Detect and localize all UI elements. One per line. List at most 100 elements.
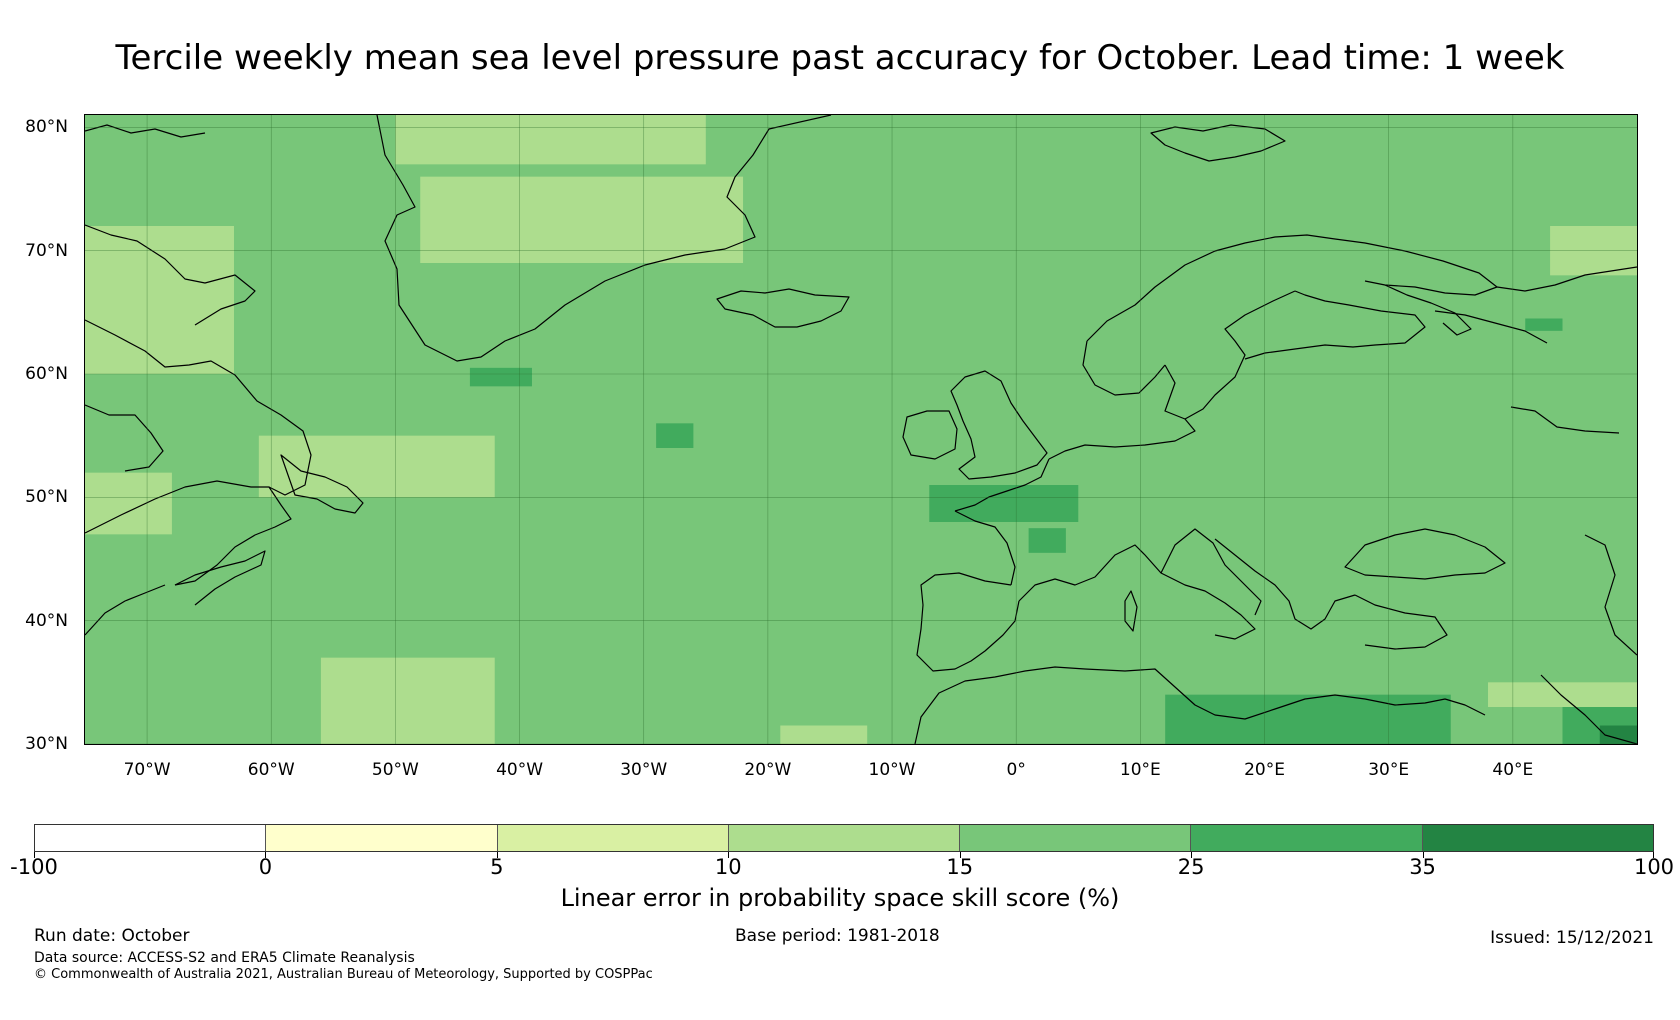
coastline-great-britain (950, 370, 1048, 480)
lon-label: 0° (1006, 760, 1026, 780)
colorbar-tick (265, 852, 267, 858)
colorbar-tick-label: 10 (714, 855, 742, 879)
colorbar-tick-label: 100 (1633, 855, 1675, 879)
map-title: Tercile weekly mean sea level pressure p… (115, 38, 1565, 78)
coastline-hudson (85, 404, 164, 472)
skill-region-0 (85, 226, 234, 374)
lon-label: 10°E (1119, 760, 1161, 780)
coastline-novaya-zemlya (1510, 406, 1620, 434)
lon-label: 70°W (123, 760, 171, 780)
skill-region-2 (258, 435, 495, 498)
lat-label: 70°N (25, 240, 68, 261)
lon-label: 60°W (247, 760, 295, 780)
skill-region-3 (420, 176, 744, 263)
lon-label: 20°E (1244, 760, 1285, 780)
skill-region-1 (85, 472, 172, 535)
map-canvas (85, 115, 1637, 744)
colorbar (34, 824, 1654, 852)
skill-region-16 (1599, 725, 1637, 744)
colorbar-segment-1 (266, 825, 498, 851)
lat-label: 50°N (25, 487, 68, 508)
copyright: © Commonwealth of Australia 2021, Austra… (34, 967, 653, 982)
colorbar-tick (496, 852, 498, 858)
colorbar-tick-label: 25 (1177, 855, 1205, 879)
skill-region-11 (929, 485, 1079, 522)
coastline-corsica-sardinia (1124, 590, 1138, 632)
skill-region-4 (395, 115, 706, 165)
colorbar-tick-label: 0 (258, 855, 273, 879)
coastline-baltic (1048, 418, 1196, 460)
coastline-sweden (1164, 290, 1296, 420)
coastline-france-west (954, 510, 1016, 586)
coastline-finland (1244, 290, 1426, 360)
coastline-greenland (376, 115, 832, 362)
colorbar-tick-label: 5 (490, 855, 504, 879)
run-date: Run date: October (34, 926, 190, 946)
skill-region-5 (320, 657, 495, 744)
lat-label: 40°N (25, 610, 68, 631)
coastline-med-north (1018, 544, 1256, 640)
skill-region-6 (780, 725, 868, 744)
coastline-norway (1086, 234, 1498, 342)
coastline-red-sea (1540, 674, 1637, 744)
coastline-us-east (85, 584, 166, 636)
colorbar-tick (34, 852, 35, 858)
colorbar-segment-5 (1191, 825, 1423, 851)
lon-label: 30°W (620, 760, 668, 780)
skill-region-13 (1165, 694, 1451, 744)
lon-label: 40°W (496, 760, 544, 780)
colorbar-tick-label: 35 (1409, 855, 1436, 879)
coastline-turkey (1354, 594, 1448, 650)
skill-region-12 (1028, 528, 1066, 553)
colorbar-tick (959, 852, 961, 858)
lon-label: 10°W (868, 760, 916, 780)
coastline-baffin (85, 224, 256, 326)
skill-region-8 (1488, 682, 1637, 707)
colorbar-segment-0 (35, 825, 267, 851)
coastline-caspian (1584, 534, 1637, 656)
coastline-gulf-st-lawrence (85, 480, 292, 586)
coastline-ellesmere (85, 124, 206, 138)
colorbar-tick-label: 15 (946, 855, 974, 879)
coastline-white-sea (1384, 284, 1472, 336)
coastlines (85, 115, 1637, 744)
lat-label: 30°N (25, 734, 68, 754)
coastline-balkans (1214, 538, 1356, 630)
base-period: Base period: 1981-2018 (735, 926, 940, 946)
graticule (85, 115, 1637, 744)
skill-score-map[interactable] (84, 114, 1638, 745)
coastline-norway-south (1082, 340, 1166, 396)
coastline-north-sea (954, 458, 1050, 512)
coastline-iberia (916, 572, 1020, 672)
coastline-kola (1434, 310, 1548, 344)
colorbar-segment-6 (1422, 825, 1653, 851)
lon-label: 20°W (744, 760, 792, 780)
lon-label: 40°E (1492, 760, 1534, 780)
lat-label: 60°N (25, 364, 68, 384)
coastline-iceland (716, 288, 850, 328)
coastline-russia-north (1496, 266, 1637, 292)
colorbar-tick (1653, 852, 1654, 858)
lon-label: 50°W (371, 760, 419, 780)
colorbar-segment-2 (497, 825, 729, 851)
coastline-ireland (902, 410, 958, 460)
colorbar-tick (1422, 852, 1424, 858)
coastline-italy (1160, 528, 1262, 616)
lat-label: 80°N (25, 117, 68, 138)
colorbar-tick-label: -100 (10, 855, 58, 879)
base-skill-fill (85, 115, 1637, 744)
data-source: Data source: ACCESS-S2 and ERA5 Climate … (34, 950, 415, 966)
colorbar-title: Linear error in probability space skill … (560, 884, 1120, 912)
coastline-newfoundland (280, 454, 364, 514)
colorbar-tick (1191, 852, 1193, 858)
skill-region-14 (1525, 318, 1563, 331)
lon-label: 30°E (1368, 760, 1410, 780)
colorbar-segment-4 (960, 825, 1192, 851)
skill-region-10 (656, 423, 694, 448)
coastline-black-sea (1344, 528, 1506, 580)
issued-date: Issued: 15/12/2021 (1490, 928, 1654, 948)
coastline-north-africa (914, 666, 1486, 744)
colorbar-tick (728, 852, 730, 858)
coastline-labrador (85, 319, 312, 496)
coastline-svalbard (1150, 124, 1286, 162)
